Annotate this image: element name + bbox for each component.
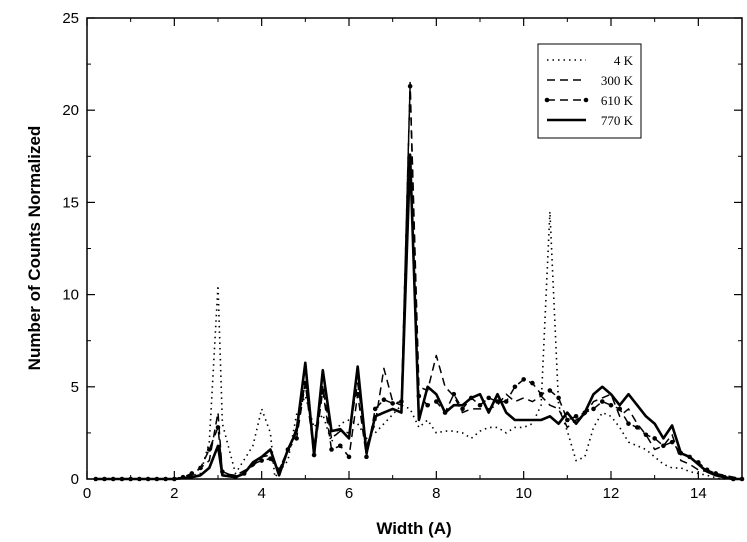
data-point [346, 454, 352, 460]
y-tick-label: 10 [62, 287, 79, 304]
data-point [198, 465, 203, 471]
data-point [608, 402, 614, 408]
data-point [643, 432, 649, 438]
data-point [591, 406, 596, 412]
legend-label: 4 K [614, 53, 634, 68]
data-point [189, 471, 195, 476]
data-point [477, 402, 483, 408]
x-tick-label: 8 [432, 485, 440, 502]
y-tick-label: 0 [71, 471, 79, 488]
series-770-k [95, 153, 742, 481]
data-point [434, 399, 439, 404]
series-line [95, 153, 742, 481]
y-tick-label: 5 [71, 379, 79, 396]
y-tick-label: 20 [62, 102, 79, 119]
data-point [565, 417, 570, 423]
data-point [652, 436, 657, 441]
y-tick-label: 15 [62, 194, 79, 211]
data-point [215, 425, 221, 430]
data-point [599, 399, 605, 404]
series-line [95, 210, 742, 480]
legend-label: 770 K [601, 113, 634, 128]
legend-marker [544, 97, 550, 103]
data-point [294, 436, 299, 441]
data-point [512, 384, 518, 390]
data-point [329, 447, 334, 452]
data-point [268, 456, 273, 462]
legend-label: 610 K [601, 93, 634, 108]
data-point [259, 458, 264, 463]
data-point [547, 388, 553, 393]
data-point [381, 397, 387, 403]
legend-label: 300 K [601, 73, 634, 88]
y-tick-label: 25 [62, 10, 79, 27]
data-point [364, 454, 369, 460]
data-point [451, 391, 457, 397]
x-tick-label: 14 [690, 485, 707, 502]
data-point [486, 395, 492, 401]
series-layer [93, 81, 745, 482]
legend-box [537, 43, 642, 139]
data-point [503, 399, 509, 404]
data-point [626, 421, 631, 426]
data-point [556, 395, 561, 401]
data-point [530, 380, 535, 386]
data-point [669, 439, 675, 445]
data-point [425, 402, 430, 408]
x-tick-label: 0 [83, 485, 91, 502]
data-point [337, 443, 343, 449]
data-point [206, 447, 212, 452]
data-point [617, 406, 623, 412]
data-point [634, 425, 640, 430]
data-point [573, 414, 579, 419]
x-tick-label: 4 [257, 485, 265, 502]
legend: 4 K 300 K 610 K 770 K [537, 43, 642, 139]
data-point [495, 399, 500, 404]
data-point [460, 406, 465, 412]
x-tick-label: 10 [515, 485, 532, 502]
x-axis-title: Width (A) [376, 519, 451, 538]
data-point [521, 377, 526, 382]
series-610-k [93, 83, 745, 482]
x-tick-label: 2 [170, 485, 178, 502]
y-axis: 0 5 10 15 20 25 [62, 10, 742, 488]
data-point [390, 401, 395, 406]
x-tick-label: 6 [345, 485, 353, 502]
series-4-k [95, 210, 742, 480]
x-axis: 0 2 4 6 8 10 12 14 [83, 18, 707, 502]
data-point [355, 391, 361, 397]
legend-marker [583, 97, 589, 103]
y-axis-title: Number of Counts Normalized [25, 126, 44, 371]
data-point [661, 443, 666, 449]
x-tick-label: 12 [603, 485, 620, 502]
data-point [538, 391, 544, 397]
data-point [372, 406, 378, 412]
data-point [407, 83, 413, 89]
